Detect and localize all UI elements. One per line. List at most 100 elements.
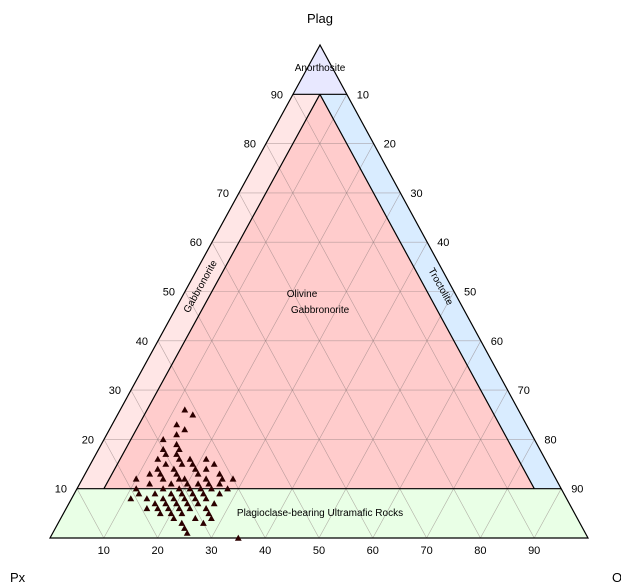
data-point (186, 485, 194, 492)
data-point (132, 475, 140, 482)
boundary-left (103, 94, 321, 489)
tick-label-right: 80 (544, 434, 556, 446)
tick-labels: 10 10 10 20 20 20 30 30 30 40 40 40 50 50 50 60 60 60 70 70… (55, 89, 584, 557)
tick-label-right: 70 (518, 385, 530, 397)
data-point (181, 406, 189, 413)
field-boundaries (77, 93, 562, 490)
data-point (229, 475, 237, 482)
tick-label-right: 50 (464, 287, 476, 299)
grid-line-px (292, 94, 535, 539)
tick-label-bottom: 80 (474, 545, 486, 557)
data-point (192, 465, 199, 472)
boundary-right (319, 94, 535, 489)
data-point (159, 475, 167, 482)
data-point (162, 500, 170, 507)
tick-label-right: 90 (571, 484, 583, 496)
data-point (154, 455, 162, 462)
grid-line-px (76, 488, 105, 539)
data-point (186, 505, 194, 512)
data-point (186, 455, 194, 462)
field-anorthosite (293, 45, 347, 95)
data-point (159, 436, 167, 443)
tick-label-bottom: 90 (528, 545, 540, 557)
field-label-anorthosite: Anorthosite (295, 63, 346, 74)
data-point (178, 510, 186, 517)
tick-label-right: 60 (491, 336, 503, 348)
data-point (189, 460, 197, 467)
tick-label-left: 60 (190, 237, 202, 249)
data-point (173, 500, 180, 507)
data-point (202, 505, 210, 512)
tick-label-bottom: 50 (313, 545, 325, 557)
data-point (175, 455, 183, 462)
grid-line-ol (318, 291, 455, 539)
data-point (162, 450, 170, 457)
grid-line-ol (372, 340, 482, 539)
data-point (194, 480, 202, 487)
vertex-label-px: Px (10, 570, 26, 585)
data-point (183, 480, 191, 487)
tick-label-right: 40 (437, 237, 449, 249)
grid-line-ol (211, 192, 401, 539)
data-point (173, 421, 181, 428)
data-point (224, 485, 231, 492)
tick-label-right: 10 (357, 89, 369, 101)
tick-label-right: 20 (384, 139, 396, 151)
data-point (135, 490, 143, 497)
data-point (178, 490, 186, 497)
data-points (127, 406, 242, 541)
data-point (234, 534, 242, 541)
grid-line-ol (103, 94, 348, 539)
grid-line-px (184, 291, 320, 539)
data-point (175, 445, 183, 452)
data-point (181, 426, 189, 433)
data-point (154, 465, 162, 472)
field-label-ultramafic: Plagioclase-bearing Ultramafic Rocks (237, 508, 403, 519)
data-point (202, 475, 210, 482)
data-point (159, 445, 167, 452)
data-point (181, 524, 188, 531)
tick-label-left: 40 (136, 336, 148, 348)
data-point (194, 500, 202, 507)
tick-label-right: 30 (410, 188, 422, 200)
vertex-label-ol: Ol (612, 570, 621, 585)
data-point (216, 470, 223, 477)
data-point (216, 490, 223, 497)
tick-label-left: 70 (217, 188, 229, 200)
data-point (183, 500, 191, 507)
data-point (191, 514, 199, 521)
data-point (202, 465, 210, 472)
data-point (151, 490, 159, 497)
data-point (175, 475, 183, 482)
data-point (146, 480, 153, 487)
tick-label-bottom: 40 (259, 545, 271, 557)
tick-label-left: 10 (55, 484, 67, 496)
data-point (151, 500, 159, 507)
data-point (165, 505, 172, 512)
grid-line-px (238, 192, 427, 539)
data-point (156, 510, 164, 517)
tick-label-bottom: 30 (205, 545, 217, 557)
data-point (170, 514, 178, 521)
data-point (200, 519, 207, 526)
outline (48, 43, 590, 539)
data-point (143, 495, 151, 502)
data-point (210, 460, 218, 467)
data-point (167, 480, 175, 487)
tick-label-bottom: 60 (367, 545, 379, 557)
data-point (210, 500, 218, 507)
data-point (189, 411, 197, 418)
data-point (202, 455, 210, 462)
data-point (167, 510, 175, 517)
data-point (173, 431, 180, 438)
field-label-gabbronorite-center: Gabbronorite (291, 305, 350, 316)
data-point (132, 485, 140, 492)
data-point (181, 475, 188, 482)
data-point (170, 495, 178, 502)
data-point (178, 519, 186, 526)
data-point (173, 440, 180, 448)
data-point (159, 485, 167, 492)
data-point (173, 450, 180, 457)
tick-label-left: 90 (271, 89, 283, 101)
data-point (183, 529, 191, 536)
